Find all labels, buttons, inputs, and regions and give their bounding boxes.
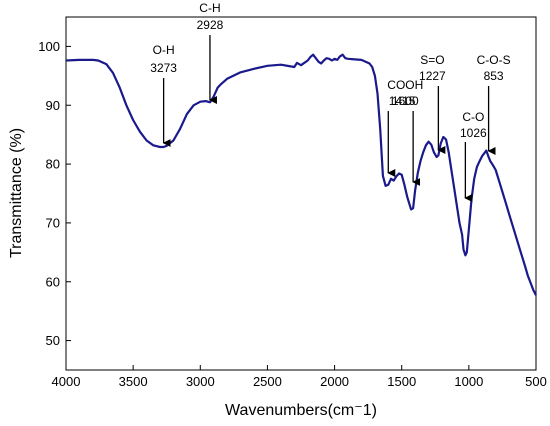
oh-peak-annotation: O-H 3273 <box>150 43 177 147</box>
y-tick-label: 80 <box>46 157 60 172</box>
so-peak-annotation: S=O 1227 <box>419 53 446 154</box>
y-axis-ticks: 50 60 70 80 90 100 <box>38 39 71 348</box>
x-tick-label: 1000 <box>454 374 483 389</box>
annotation-group-label: O-H <box>153 43 175 57</box>
cos-peak-annotation: C-O-S 853 <box>477 53 511 155</box>
x-axis-ticks: 4000 3500 3000 2500 2000 1500 1000 500 <box>52 365 547 389</box>
annotation-group-label: COOH <box>387 78 423 92</box>
annotation-wavenumber-label: 1227 <box>419 69 446 83</box>
cooh-peak-annotation: COOH 1600 <box>387 78 423 177</box>
x-tick-label: 500 <box>525 374 547 389</box>
annotation-wavenumber-label: 1415 <box>389 94 416 108</box>
x-axis-title: Wavenumbers(cm⁻1) <box>225 402 377 419</box>
x-tick-label: 2500 <box>253 374 282 389</box>
spectrum-series-line <box>65 53 537 296</box>
ch-peak-annotation: C-H 2928 <box>197 1 224 104</box>
plot-frame <box>65 16 537 371</box>
y-tick-label: 90 <box>46 98 60 113</box>
co-peak-annotation: C-O 1026 <box>460 110 487 202</box>
annotation-wavenumber-label: 3273 <box>150 61 177 75</box>
annotation-group-label: C-O <box>462 110 484 124</box>
x-tick-label: 1500 <box>387 374 416 389</box>
y-tick-label: 70 <box>46 215 60 230</box>
annotation-wavenumber-label: 1026 <box>460 126 487 140</box>
cooh-1415-peak-annotation: 1415 <box>389 94 421 186</box>
annotation-wavenumber-label: 2928 <box>197 18 224 32</box>
x-tick-label: 4000 <box>52 374 81 389</box>
annotation-group-label: C-O-S <box>477 53 511 67</box>
y-tick-label: 50 <box>46 333 60 348</box>
annotation-group-label: C-H <box>199 1 220 15</box>
annotation-group-label: S=O <box>420 53 444 67</box>
x-tick-label: 2000 <box>320 374 349 389</box>
annotation-wavenumber-label: 1600 <box>392 94 419 108</box>
x-tick-label: 3000 <box>186 374 215 389</box>
y-tick-label: 60 <box>46 274 60 289</box>
annotation-wavenumber-label: 853 <box>484 69 504 83</box>
x-tick-label: 3500 <box>119 374 148 389</box>
y-tick-label: 100 <box>38 39 60 54</box>
y-axis-title: Transmittance (%) <box>8 128 25 258</box>
